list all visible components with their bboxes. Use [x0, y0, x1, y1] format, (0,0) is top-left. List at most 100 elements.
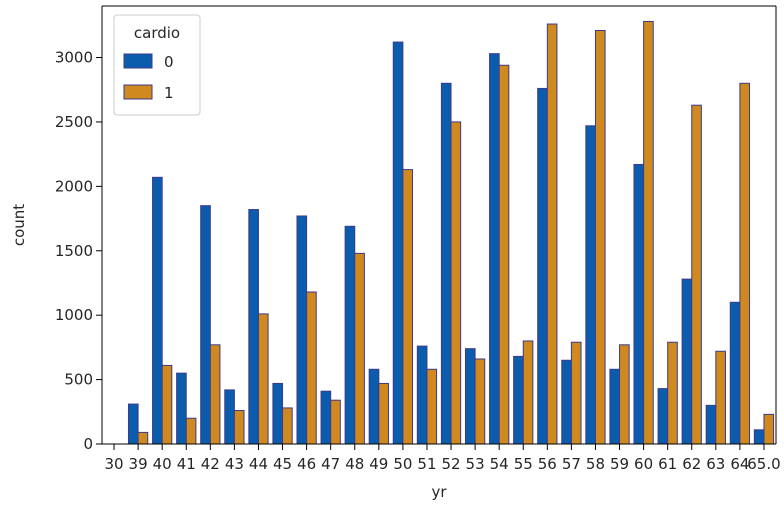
- x-tick-label-50: 50: [393, 455, 412, 473]
- y-axis-label: count: [10, 204, 28, 246]
- bars-group: [127, 20, 775, 445]
- bar-series-1-44: [257, 313, 269, 445]
- bar-series-0-59: [609, 368, 621, 445]
- bar-series-0-61: [657, 388, 669, 445]
- x-tick-label-46: 46: [297, 455, 316, 473]
- legend-swatch-series-0: [123, 53, 153, 69]
- bar-series-0-48: [344, 225, 356, 445]
- bar-series-1-62: [691, 104, 702, 445]
- bar-series-1-61: [667, 341, 678, 445]
- x-tick-label-61: 61: [658, 455, 677, 473]
- x-tick-label-42: 42: [201, 455, 220, 473]
- bar-series-1-56: [546, 23, 558, 445]
- x-tick-label-53: 53: [466, 455, 485, 473]
- x-tick-label-65.0: 65.0: [747, 455, 780, 473]
- x-tick-label-39: 39: [129, 455, 148, 473]
- x-tick-label-48: 48: [345, 455, 364, 473]
- x-tick-label-54: 54: [490, 455, 509, 473]
- legend-title: cardio: [134, 24, 180, 42]
- bar-series-1-53: [474, 358, 486, 445]
- bar-series-1-41: [185, 417, 197, 445]
- bar-series-1-43: [233, 410, 245, 445]
- x-tick-label-55: 55: [514, 455, 533, 473]
- y-tick-label-3000: 3000: [55, 49, 93, 67]
- bar-series-0-42: [200, 205, 211, 445]
- bar-series-0-50: [392, 41, 404, 445]
- x-tick-label-41: 41: [177, 455, 196, 473]
- y-tick-label-1500: 1500: [55, 242, 93, 260]
- bar-series-1-49: [378, 382, 389, 445]
- bar-series-0-39: [127, 403, 139, 445]
- x-axis-ticks: 30 39 40 41 42 43 44 45 46 47 48 49 50 51 52 53 54 55 56 57…: [104, 444, 781, 473]
- bar-series-0-45: [272, 382, 284, 445]
- bar-series-1-65: [763, 413, 775, 445]
- legend-label-series-1: 1: [164, 84, 174, 102]
- x-tick-label-45: 45: [273, 455, 292, 473]
- bar-series-1-48: [354, 252, 365, 445]
- y-tick-label-2000: 2000: [55, 177, 93, 195]
- x-tick-label-57: 57: [562, 455, 581, 473]
- y-tick-label-1000: 1000: [55, 306, 93, 324]
- legend-swatch-series-1: [123, 84, 153, 100]
- bar-series-1-52: [450, 121, 462, 445]
- bar-series-0-62: [681, 278, 693, 445]
- bar-series-0-55: [513, 355, 524, 445]
- x-tick-label-62: 62: [682, 455, 701, 473]
- x-tick-label-49: 49: [369, 455, 388, 473]
- x-tick-label-60: 60: [634, 455, 653, 473]
- bar-series-1-63: [715, 350, 726, 445]
- bar-series-0-40: [152, 176, 163, 445]
- bar-series-1-50: [402, 169, 414, 445]
- bar-series-1-40: [161, 364, 173, 445]
- bar-series-0-44: [248, 209, 259, 445]
- bar-series-1-64: [739, 82, 751, 445]
- bar-series-1-47: [330, 399, 341, 445]
- bar-series-1-58: [594, 29, 606, 445]
- x-tick-label-52: 52: [441, 455, 460, 473]
- bar-series-1-51: [426, 368, 438, 445]
- y-tick-label-2500: 2500: [55, 113, 93, 131]
- bar-series-1-45: [282, 407, 293, 445]
- x-tick-label-43: 43: [225, 455, 244, 473]
- bar-series-0-52: [440, 82, 452, 445]
- x-axis-label: yr: [431, 483, 447, 501]
- legend-label-series-0: 0: [164, 53, 174, 71]
- x-tick-label-56: 56: [538, 455, 557, 473]
- bar-series-0-46: [296, 215, 308, 445]
- bar-series-0-49: [368, 368, 380, 445]
- x-tick-label-59: 59: [610, 455, 629, 473]
- bar-series-1-57: [570, 341, 582, 445]
- bar-series-1-59: [619, 344, 630, 445]
- bar-series-1-39: [137, 431, 149, 445]
- bar-series-0-57: [561, 359, 572, 445]
- bar-series-0-43: [224, 389, 235, 445]
- bar-series-0-47: [320, 390, 332, 445]
- bar-series-0-41: [176, 372, 187, 445]
- bar-series-0-64: [729, 301, 741, 445]
- bar-series-1-55: [522, 340, 534, 445]
- y-axis-ticks: 0 500 1000 1500 2000 2500 3000: [55, 49, 102, 453]
- bar-series-0-60: [633, 163, 645, 445]
- x-tick-label-44: 44: [249, 455, 268, 473]
- x-tick-label-40: 40: [153, 455, 172, 473]
- bar-series-0-65: [753, 429, 765, 445]
- x-tick-label-63: 63: [706, 455, 725, 473]
- x-tick-label-47: 47: [321, 455, 340, 473]
- y-tick-label-500: 500: [64, 371, 93, 389]
- x-tick-label-64: 64: [730, 455, 749, 473]
- x-tick-label-58: 58: [586, 455, 605, 473]
- bar-series-0-63: [705, 404, 717, 445]
- x-tick-label-30: 30: [104, 455, 123, 473]
- bar-series-1-46: [306, 291, 317, 445]
- bar-series-1-54: [498, 64, 510, 445]
- bar-series-0-54: [489, 53, 500, 445]
- bar-series-0-53: [464, 348, 476, 445]
- x-tick-label-51: 51: [417, 455, 436, 473]
- bar-series-0-51: [416, 345, 428, 445]
- bar-series-0-56: [537, 87, 548, 445]
- bar-series-1-42: [209, 344, 221, 445]
- bar-series-0-58: [585, 125, 596, 445]
- legend: cardio 0 1: [113, 14, 201, 116]
